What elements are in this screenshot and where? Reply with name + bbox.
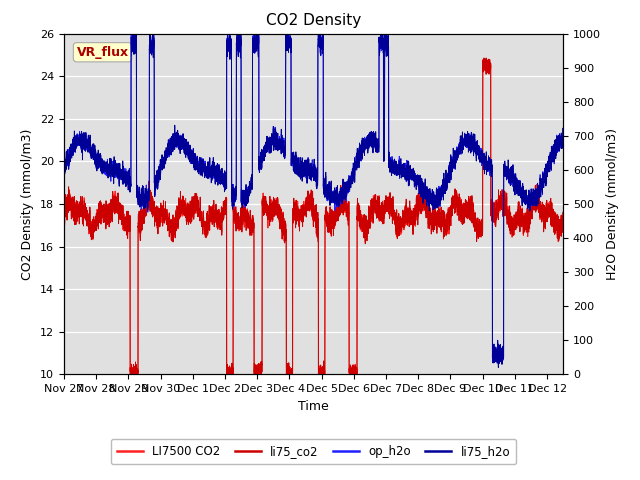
Title: CO2 Density: CO2 Density: [266, 13, 361, 28]
Y-axis label: H2O Density (mmol/m3): H2O Density (mmol/m3): [607, 128, 620, 280]
X-axis label: Time: Time: [298, 400, 329, 413]
Legend: LI7500 CO2, li75_co2, op_h2o, li75_h2o: LI7500 CO2, li75_co2, op_h2o, li75_h2o: [111, 439, 516, 464]
Text: VR_flux: VR_flux: [77, 46, 129, 59]
Y-axis label: CO2 Density (mmol/m3): CO2 Density (mmol/m3): [22, 128, 35, 280]
